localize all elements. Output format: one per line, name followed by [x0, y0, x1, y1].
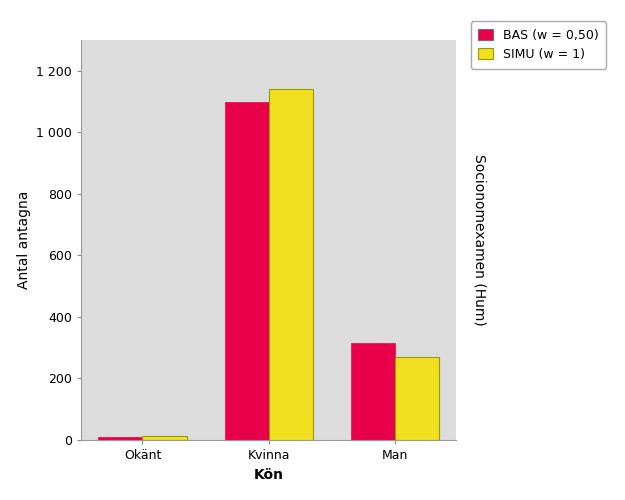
- Bar: [269, 89, 313, 440]
- X-axis label: Kön: Kön: [254, 468, 284, 481]
- Bar: [224, 102, 269, 440]
- Legend: BAS (w = 0,50), SIMU (w = 1): BAS (w = 0,50), SIMU (w = 1): [471, 21, 606, 68]
- Bar: [395, 357, 439, 440]
- Bar: [351, 343, 395, 440]
- Bar: [142, 436, 187, 440]
- Y-axis label: Socionomexamen (Hum): Socionomexamen (Hum): [473, 154, 487, 326]
- Bar: [98, 437, 142, 440]
- Y-axis label: Antal antagna: Antal antagna: [17, 191, 31, 289]
